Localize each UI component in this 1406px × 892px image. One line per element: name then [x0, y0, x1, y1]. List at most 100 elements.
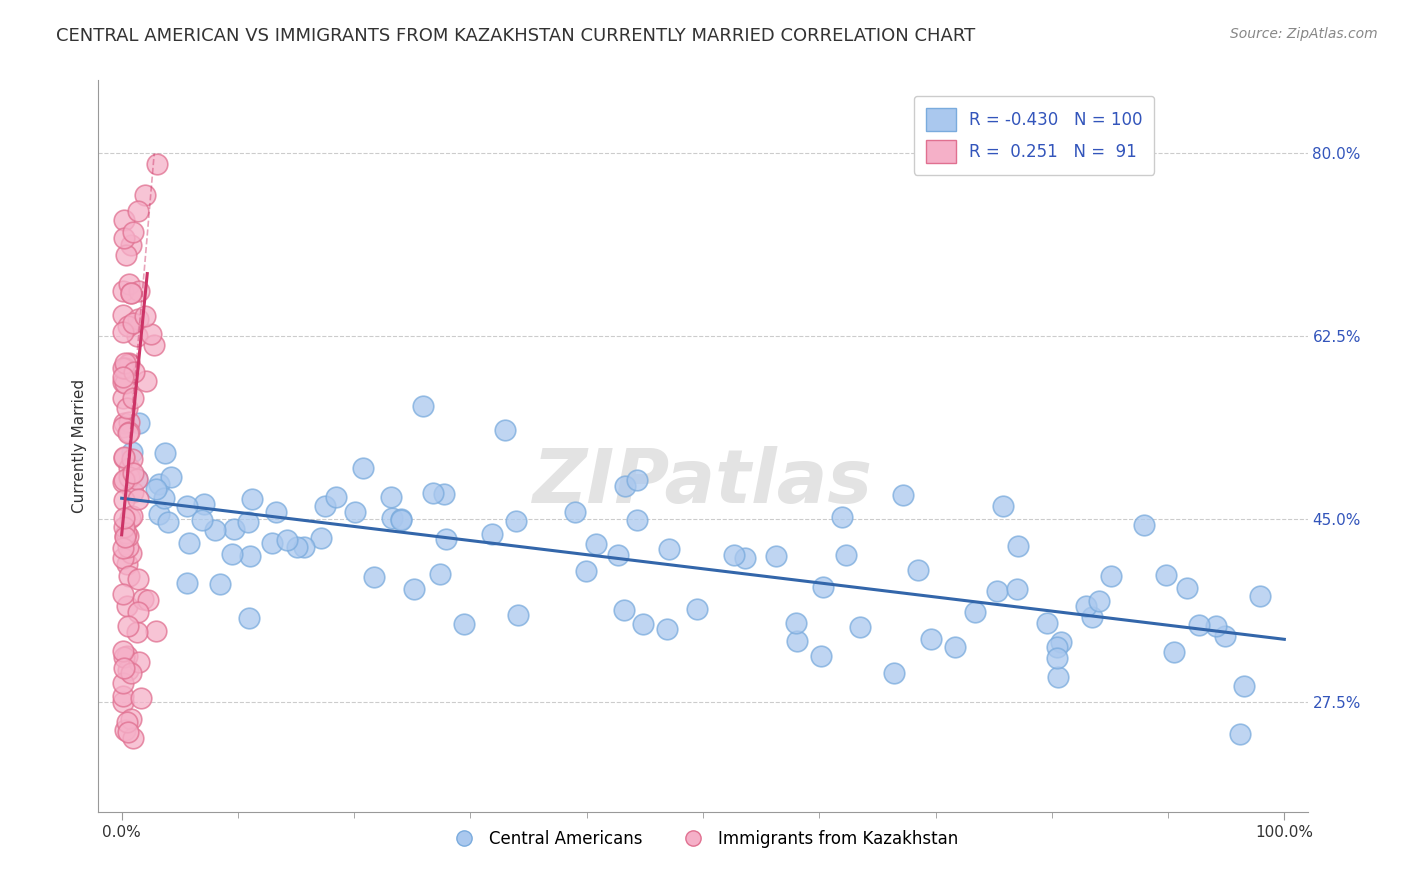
Point: [494, 423, 516, 437]
Point: [1088, 594, 1111, 608]
Point: [422, 485, 444, 500]
Point: [1099, 569, 1122, 583]
Point: [120, 285, 142, 300]
Point: [111, 369, 134, 384]
Point: [575, 565, 598, 579]
Point: [112, 541, 135, 555]
Point: [127, 203, 149, 218]
Text: Source: ZipAtlas.com: Source: ZipAtlas.com: [1230, 27, 1378, 41]
Point: [786, 634, 808, 648]
Point: [122, 731, 145, 746]
Point: [111, 695, 134, 709]
Point: [380, 490, 402, 504]
Point: [240, 491, 263, 506]
Point: [117, 619, 139, 633]
Point: [236, 515, 259, 529]
Point: [292, 541, 315, 555]
Point: [1081, 610, 1104, 624]
Point: [991, 499, 1014, 513]
Point: [506, 608, 529, 623]
Point: [848, 620, 870, 634]
Point: [122, 364, 145, 378]
Point: [153, 491, 176, 506]
Point: [1163, 645, 1185, 659]
Point: [127, 572, 149, 586]
Point: [891, 487, 914, 501]
Point: [112, 450, 135, 465]
Point: [1175, 581, 1198, 595]
Point: [1046, 640, 1069, 655]
Point: [613, 479, 636, 493]
Point: [112, 650, 135, 665]
Point: [111, 420, 134, 434]
Point: [145, 482, 167, 496]
Point: [112, 661, 135, 675]
Point: [626, 473, 648, 487]
Point: [114, 530, 136, 544]
Point: [564, 505, 586, 519]
Point: [179, 536, 201, 550]
Point: [631, 616, 654, 631]
Point: [389, 511, 412, 525]
Point: [121, 444, 143, 458]
Point: [606, 549, 628, 563]
Point: [209, 577, 232, 591]
Point: [432, 487, 454, 501]
Point: [831, 510, 853, 524]
Point: [111, 361, 134, 376]
Point: [176, 499, 198, 513]
Point: [115, 526, 138, 541]
Point: [112, 510, 135, 524]
Point: [118, 356, 141, 370]
Point: [111, 643, 134, 657]
Point: [121, 225, 143, 239]
Point: [122, 392, 145, 406]
Point: [115, 714, 138, 729]
Point: [157, 515, 180, 529]
Point: [686, 602, 709, 616]
Point: [114, 360, 136, 375]
Point: [309, 531, 332, 545]
Point: [389, 513, 412, 527]
Point: [193, 497, 215, 511]
Point: [1249, 589, 1271, 603]
Point: [125, 472, 148, 486]
Point: [505, 514, 527, 528]
Point: [260, 535, 283, 549]
Point: [266, 505, 288, 519]
Point: [723, 548, 745, 562]
Point: [1213, 629, 1236, 643]
Point: [734, 551, 756, 566]
Point: [134, 187, 156, 202]
Point: [1132, 517, 1154, 532]
Point: [117, 541, 139, 555]
Point: [120, 285, 142, 300]
Point: [1229, 727, 1251, 741]
Point: [404, 582, 426, 597]
Point: [114, 356, 136, 370]
Point: [127, 605, 149, 619]
Point: [121, 508, 143, 523]
Point: [117, 469, 139, 483]
Point: [381, 510, 404, 524]
Point: [1156, 567, 1178, 582]
Point: [111, 375, 134, 389]
Point: [352, 461, 374, 475]
Point: [117, 724, 139, 739]
Point: [810, 649, 832, 664]
Point: [1007, 540, 1029, 554]
Point: [115, 401, 138, 416]
Point: [813, 581, 835, 595]
Point: [1233, 679, 1256, 693]
Point: [135, 374, 157, 388]
Text: ZIPatlas: ZIPatlas: [533, 446, 873, 519]
Point: [141, 326, 163, 341]
Point: [114, 723, 136, 738]
Point: [585, 537, 607, 551]
Point: [142, 337, 165, 351]
Point: [159, 470, 181, 484]
Point: [112, 391, 135, 405]
Point: [121, 485, 143, 500]
Point: [412, 399, 434, 413]
Point: [1205, 619, 1227, 633]
